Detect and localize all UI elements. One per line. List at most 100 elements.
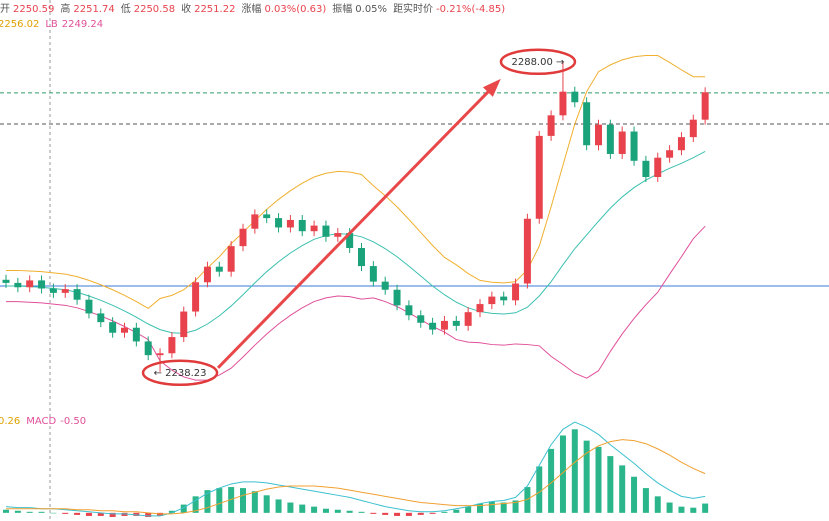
macd-bar xyxy=(690,507,697,513)
macd-bar xyxy=(85,512,92,516)
candle-body xyxy=(595,124,602,146)
macd-bar xyxy=(488,501,495,513)
candle-body xyxy=(535,135,543,219)
annotation-label: 2288.00 → xyxy=(511,57,564,68)
candle-body xyxy=(85,299,93,314)
candle-body xyxy=(26,280,34,288)
macd-bar xyxy=(109,512,116,517)
macd-bar xyxy=(607,456,614,513)
candle-body xyxy=(38,280,46,289)
candle-body xyxy=(358,248,365,267)
candle-body xyxy=(369,266,377,282)
macd-bar xyxy=(38,511,45,513)
macd-bar xyxy=(405,512,412,516)
macd-bar xyxy=(631,476,638,513)
candle-body xyxy=(654,157,662,178)
candle-body xyxy=(144,341,152,356)
candle-body xyxy=(606,124,614,154)
candle-body xyxy=(14,282,22,288)
macd-bar xyxy=(97,512,104,516)
header-label: 振幅 xyxy=(332,2,352,15)
candle-body xyxy=(547,115,555,136)
candle-body xyxy=(73,289,81,300)
macd-bar xyxy=(157,512,164,516)
macd-line xyxy=(5,421,706,517)
header-value: 2251.74 xyxy=(73,4,114,15)
macd-bar xyxy=(204,490,211,513)
macd-bar xyxy=(74,512,81,515)
candle-body xyxy=(109,322,117,333)
macd-bar xyxy=(322,508,329,513)
macd-bar xyxy=(145,512,152,517)
candle-body xyxy=(701,92,709,120)
candle-body xyxy=(132,327,140,342)
candle-body xyxy=(452,320,460,326)
header-value: -0.21%(-4.85) xyxy=(436,4,505,15)
legend-label: MACD xyxy=(26,416,56,427)
candle-body xyxy=(689,119,697,138)
macd-line xyxy=(6,439,706,515)
macd-bar xyxy=(465,506,472,513)
candle-body xyxy=(381,281,389,290)
candle-body xyxy=(239,228,247,247)
macd-bar xyxy=(62,512,69,514)
candle-body xyxy=(286,219,294,228)
macd-bar xyxy=(370,512,377,514)
macd-bar xyxy=(678,506,685,513)
macd-bar xyxy=(441,511,448,513)
macd-bar xyxy=(216,488,223,513)
macd-bar xyxy=(453,509,460,513)
macd-bar xyxy=(512,500,519,513)
macd-bar xyxy=(429,512,436,514)
macd-bar xyxy=(642,488,649,513)
macd-bar xyxy=(192,496,199,513)
legend-value: -0.50 xyxy=(60,416,86,427)
header-label: 低 xyxy=(121,2,131,15)
trend-arrow-head xyxy=(482,78,501,97)
candle-body xyxy=(440,320,448,330)
candle-body xyxy=(263,214,271,219)
macd-bar xyxy=(666,502,673,513)
macd-bar xyxy=(180,504,187,513)
annotation-label: ← 2238.23 xyxy=(154,368,207,379)
candle-body xyxy=(251,214,259,229)
candle-body xyxy=(630,131,638,161)
candle-body xyxy=(275,218,283,228)
candle-body xyxy=(334,233,342,237)
candle-body xyxy=(215,266,223,272)
macd-bar xyxy=(536,466,543,513)
header-value: 0.03%(0.63) xyxy=(264,4,326,15)
macd-bar xyxy=(287,502,294,513)
candle-body xyxy=(512,283,520,301)
legend-row: 2256.02 LB 2249.24 xyxy=(0,19,103,30)
candle-body xyxy=(583,102,591,146)
candle-body xyxy=(642,160,650,178)
header-value: 2250.59 xyxy=(13,4,54,15)
macd-bar xyxy=(571,429,578,513)
macd-bar xyxy=(394,512,401,516)
header: 开 2250.59 高 2251.74 低 2250.58 收 2251.22 涨幅 0.03%(… xyxy=(0,2,505,15)
macd-bar xyxy=(346,510,353,513)
macd-bar xyxy=(26,511,33,513)
macd-bar xyxy=(619,465,626,513)
candle-body xyxy=(488,296,496,305)
macd-bar xyxy=(559,435,566,513)
legend-label: LB xyxy=(45,19,58,30)
annotation-ring xyxy=(499,48,577,76)
macd-bar xyxy=(477,503,483,513)
macd-bar xyxy=(702,503,709,513)
macd-bar xyxy=(50,512,57,514)
header-label: 涨幅 xyxy=(241,2,261,15)
candle-body xyxy=(97,313,105,323)
candle-body xyxy=(618,131,626,154)
header-value: 0.05% xyxy=(355,4,387,15)
candle-body xyxy=(310,225,318,232)
candle-body xyxy=(429,322,437,330)
macd-bar xyxy=(275,499,282,513)
candle-body xyxy=(227,246,235,272)
band-line xyxy=(6,225,706,381)
candle-body xyxy=(393,289,401,306)
candle-body xyxy=(180,311,188,338)
macd-bar xyxy=(14,510,21,513)
